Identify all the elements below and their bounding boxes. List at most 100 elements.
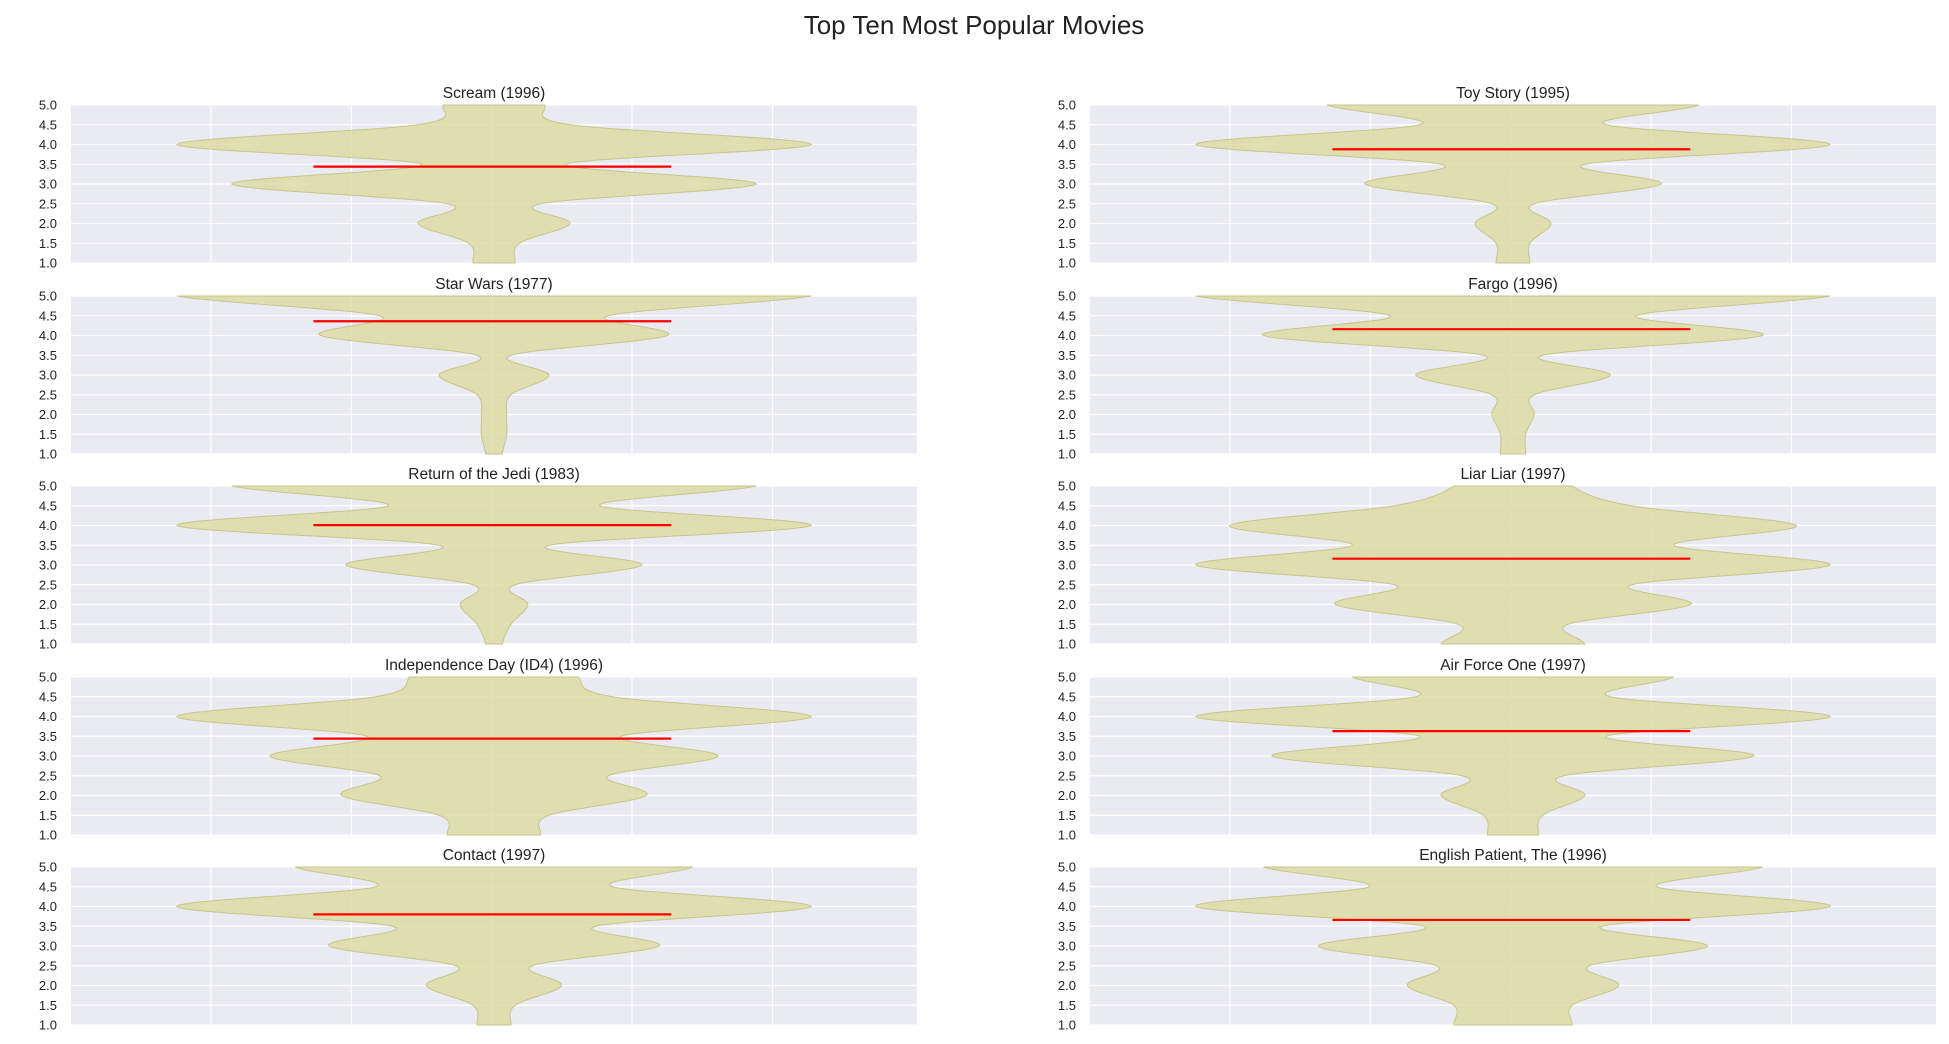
y-tick-label: 5.0 xyxy=(39,479,57,494)
y-tick-label: 4.0 xyxy=(39,899,57,914)
y-tick-label: 4.5 xyxy=(1058,689,1076,704)
subplot-title: Independence Day (ID4) (1996) xyxy=(385,657,603,674)
y-tick-label: 5.0 xyxy=(1058,98,1076,113)
y-tick-label: 2.0 xyxy=(39,216,57,231)
y-tick-label: 3.0 xyxy=(1058,749,1076,764)
subplot-3: 1.0 1.5 2.0 2.5 3.0 3.5 4.0 4.5 5.0 Star Wars (19… xyxy=(39,276,917,462)
y-tick-label: 2.0 xyxy=(39,597,57,612)
y-tick-label: 2.5 xyxy=(1058,768,1076,783)
y-tick-label: 4.0 xyxy=(1058,899,1076,914)
y-tick-label: 3.5 xyxy=(1058,538,1076,553)
y-tick-label: 1.5 xyxy=(1058,427,1076,442)
subplot-6: 1.0 1.5 2.0 2.5 3.0 3.5 4.0 4.5 5.0 Liar Liar (19… xyxy=(1058,466,1936,652)
y-tick-label: 2.0 xyxy=(1058,597,1076,612)
violin-body xyxy=(1194,104,1832,264)
y-tick-label: 3.5 xyxy=(39,538,57,553)
violin-body xyxy=(1195,485,1832,645)
y-tick-label: 2.0 xyxy=(1058,216,1076,231)
subplot-7: 1.0 1.5 2.0 2.5 3.0 3.5 4.0 4.5 5.0 Independence … xyxy=(39,657,917,843)
violin-body xyxy=(1195,866,1831,1026)
y-tick-label: 3.0 xyxy=(1058,368,1076,383)
y-tick-label: 4.5 xyxy=(39,498,57,513)
y-tick-label: 2.5 xyxy=(1058,958,1076,973)
y-tick-label: 4.5 xyxy=(1058,879,1076,894)
y-tick-label: 2.5 xyxy=(39,387,57,402)
y-tick-label: 2.0 xyxy=(39,978,57,993)
y-tick-label: 4.5 xyxy=(39,879,57,894)
y-tick-label: 1.5 xyxy=(39,808,57,823)
y-tick-label: 3.0 xyxy=(39,558,57,573)
y-tick-label: 3.5 xyxy=(39,919,57,934)
y-tick-label: 4.5 xyxy=(1058,308,1076,323)
y-tick-label: 1.0 xyxy=(39,637,57,652)
y-tick-label: 2.0 xyxy=(39,788,57,803)
violin-body xyxy=(176,295,812,455)
y-tick-label: 4.0 xyxy=(1058,709,1076,724)
y-tick-label: 1.0 xyxy=(1058,828,1076,843)
y-tick-label: 4.0 xyxy=(39,518,57,533)
y-tick-label: 2.5 xyxy=(1058,196,1076,211)
y-tick-label: 4.5 xyxy=(1058,117,1076,132)
y-tick-label: 3.5 xyxy=(1058,729,1076,744)
violin-body xyxy=(175,866,813,1026)
subplot-title: Liar Liar (1997) xyxy=(1460,466,1565,483)
y-tick-label: 3.5 xyxy=(39,348,57,363)
y-tick-label: 2.5 xyxy=(39,958,57,973)
y-tick-label: 2.0 xyxy=(1058,788,1076,803)
violin-body xyxy=(175,104,813,264)
y-tick-label: 1.0 xyxy=(1058,1018,1076,1033)
subplot-title: Toy Story (1995) xyxy=(1456,85,1570,102)
y-tick-label: 1.0 xyxy=(39,256,57,271)
y-tick-label: 3.0 xyxy=(39,749,57,764)
y-tick-label: 3.5 xyxy=(1058,348,1076,363)
subplot-grid: 1.0 1.5 2.0 2.5 3.0 3.5 4.0 4.5 5.0 Scream (1996)… xyxy=(39,85,1936,1033)
y-tick-label: 3.0 xyxy=(1058,558,1076,573)
subplot-9: 1.0 1.5 2.0 2.5 3.0 3.5 4.0 4.5 5.0 Contact (1997… xyxy=(39,847,917,1033)
y-tick-label: 4.0 xyxy=(39,709,57,724)
y-tick-label: 1.0 xyxy=(1058,637,1076,652)
y-tick-label: 5.0 xyxy=(39,860,57,875)
violin-body xyxy=(175,676,813,836)
subplot-title: English Patient, The (1996) xyxy=(1419,847,1607,864)
y-tick-label: 1.0 xyxy=(39,1018,57,1033)
y-tick-label: 3.5 xyxy=(1058,919,1076,934)
y-tick-label: 4.0 xyxy=(39,137,57,152)
y-tick-label: 3.0 xyxy=(39,368,57,383)
subplot-1: 1.0 1.5 2.0 2.5 3.0 3.5 4.0 4.5 5.0 Scream (1996) xyxy=(39,85,917,271)
y-tick-label: 1.5 xyxy=(39,236,57,251)
violin-body xyxy=(1195,295,1831,455)
y-tick-label: 3.0 xyxy=(39,939,57,954)
subplot-4: 1.0 1.5 2.0 2.5 3.0 3.5 4.0 4.5 5.0 Fargo (1996) xyxy=(1058,276,1936,462)
y-tick-label: 5.0 xyxy=(39,670,57,685)
subplot-title: Star Wars (1977) xyxy=(435,276,552,293)
subplot-title: Scream (1996) xyxy=(443,85,546,102)
y-tick-label: 4.5 xyxy=(39,689,57,704)
y-tick-label: 5.0 xyxy=(1058,860,1076,875)
y-tick-label: 4.0 xyxy=(1058,328,1076,343)
y-tick-label: 3.5 xyxy=(39,729,57,744)
y-tick-label: 5.0 xyxy=(39,98,57,113)
subplot-5: 1.0 1.5 2.0 2.5 3.0 3.5 4.0 4.5 5.0 Return of the… xyxy=(39,466,917,652)
subplot-title: Return of the Jedi (1983) xyxy=(408,466,579,483)
y-tick-label: 1.0 xyxy=(1058,256,1076,271)
y-tick-label: 4.5 xyxy=(39,308,57,323)
y-tick-label: 3.5 xyxy=(39,157,57,172)
y-tick-label: 1.0 xyxy=(39,447,57,462)
y-tick-label: 2.0 xyxy=(1058,407,1076,422)
y-tick-label: 4.5 xyxy=(39,117,57,132)
subplot-2: 1.0 1.5 2.0 2.5 3.0 3.5 4.0 4.5 5.0 Toy Story (19… xyxy=(1058,85,1936,271)
subplot-title: Fargo (1996) xyxy=(1468,276,1558,293)
y-tick-label: 1.0 xyxy=(1058,447,1076,462)
y-tick-label: 1.5 xyxy=(1058,808,1076,823)
y-tick-label: 1.5 xyxy=(1058,998,1076,1013)
y-tick-label: 4.0 xyxy=(1058,137,1076,152)
y-tick-label: 5.0 xyxy=(1058,670,1076,685)
y-tick-label: 1.5 xyxy=(39,617,57,632)
y-tick-label: 3.0 xyxy=(1058,177,1076,192)
subplot-8: 1.0 1.5 2.0 2.5 3.0 3.5 4.0 4.5 5.0 Air Force One… xyxy=(1058,657,1936,843)
figure-title: Top Ten Most Popular Movies xyxy=(804,10,1145,40)
y-tick-label: 3.0 xyxy=(1058,939,1076,954)
y-tick-label: 2.5 xyxy=(39,196,57,211)
